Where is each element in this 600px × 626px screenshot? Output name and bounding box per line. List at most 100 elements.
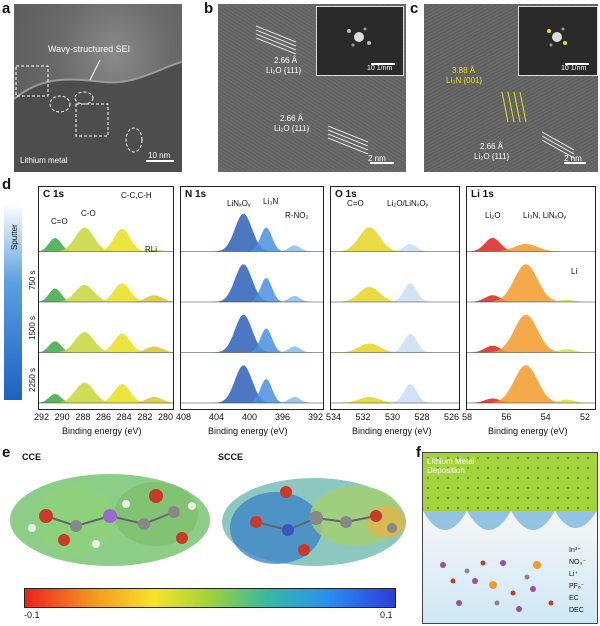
peak-c1s-c-o-double: C=O: [51, 217, 68, 226]
xps-n1s-title: N 1s: [185, 189, 207, 200]
xps-3-row-3-peak-1: [467, 365, 595, 403]
xps-1-row-1-peak-2: [181, 295, 323, 302]
xps-0-row-3-peak-0: [39, 393, 173, 403]
lithium-metal-label: Lithium metal: [20, 156, 68, 165]
xps-3-row-3-peak-2: [467, 399, 595, 403]
fft-c-scale: 10 1/nm: [561, 65, 587, 72]
xps-3-row-0-peak-0: [467, 237, 595, 252]
d-spacing-c1: 3.88 Å: [452, 66, 476, 75]
xps-0-row-1-peak-0: [39, 288, 173, 302]
xps-panel-n1s: N 1s LiNₓOᵧ Li₃N R-NO₂: [180, 186, 324, 410]
peak-o1s-co: C=O: [347, 199, 364, 208]
d-spacing-b1: 2.66 Å: [274, 56, 298, 65]
peak-c1s-c-o: C-O: [81, 209, 96, 218]
peak-c1s-cc: C-C,C-H: [121, 191, 152, 200]
xps-1-tick-2: 400: [242, 412, 258, 422]
xps-3-row-1-peak-1: [467, 264, 595, 302]
xps-0-tick-3: 286: [96, 412, 112, 422]
xps-panel-c1s: C 1s C=O C-O C-C,C-H RLi: [38, 186, 174, 410]
peak-o1s-li2o: Li₂O/LiNₓOᵧ: [387, 199, 429, 208]
xps-0-tick-5: 282: [137, 412, 153, 422]
xps-3-row-2-peak-1: [467, 314, 595, 353]
xps-panel-o1s: O 1s C=O Li₂O/LiNₓOᵧ: [330, 186, 460, 410]
scce-label: SCCE: [218, 452, 244, 462]
xps-1-tick-1: 404: [209, 412, 225, 422]
panel-c-letter: c: [410, 0, 419, 17]
deposition-title: Lithium Metal Deposition: [427, 457, 475, 475]
xps-1-row-2-peak-2: [181, 346, 323, 353]
tem-image-b: 10 1/nm 2.66 Å Li₂O {111} 2.66 Å Li₂O {1…: [218, 4, 406, 172]
colorbar-max: 0.1: [380, 610, 393, 620]
xps-0-row-2-peak-1: [39, 332, 173, 353]
xps-1-row-3-peak-2: [181, 396, 323, 403]
peak-n1s-linxoy: LiNₓOᵧ: [227, 199, 251, 208]
xps-3-row-1-peak-2: [467, 299, 595, 302]
peak-li1s-li: Li: [571, 267, 578, 276]
plane-c2: Li₂O {111}: [474, 152, 510, 161]
scalebar-c-label: 2 nm: [564, 154, 582, 163]
sputter-time-2: 1500 s: [28, 315, 37, 340]
xps-2-row-3-peak-1: [331, 384, 459, 403]
xps-0-tick-2: 288: [75, 412, 91, 422]
xps-0-tick-4: 284: [116, 412, 132, 422]
peak-li1s-li2o: Li₂O: [485, 211, 501, 220]
xps-0-row-0-peak-1: [39, 227, 173, 252]
xps-0-row-2-peak-0: [39, 341, 173, 353]
xps-2-row-0-peak-0: [331, 227, 459, 252]
xps-2-tick-3: 528: [414, 412, 430, 422]
panel-e-letter: e: [2, 444, 11, 461]
xps-2-tick-2: 530: [385, 412, 401, 422]
xps-0-row-1-peak-1: [39, 285, 173, 302]
xps-3-tick-1: 56: [501, 412, 512, 422]
plane-b1: Li₂O {111}: [266, 66, 302, 75]
d-spacing-c2: 2.66 Å: [480, 142, 504, 151]
xps-0-tick-1: 290: [54, 412, 70, 422]
xps-1-tick-4: 392: [308, 412, 324, 422]
panel-b-letter: b: [204, 0, 214, 17]
peak-n1s-li3n: Li₃N: [263, 197, 279, 206]
scalebar-a-label: 10 nm: [148, 151, 171, 160]
xps-2-row-1-peak-0: [331, 286, 459, 302]
cce-label: CCE: [22, 452, 42, 462]
fft-inset-c: 10 1/nm: [518, 6, 598, 76]
xps-3-tick-0: 58: [462, 412, 473, 422]
xps-0-row-3-peak-3: [39, 397, 173, 403]
fft-b-scale: 10 1/nm: [367, 65, 393, 72]
sputter-time-1: 750 s: [28, 270, 37, 290]
legend-ec: EC: [569, 595, 579, 602]
xps-2-row-2-peak-0: [331, 343, 459, 353]
xps-2-tick-1: 532: [355, 412, 371, 422]
species-legend: In³⁺ NO₃⁻ Li⁺ PF₆⁻ EC DEC: [569, 545, 586, 617]
xps-2-tick-0: 534: [326, 412, 342, 422]
xps-0-row-3-peak-1: [39, 382, 173, 403]
xps-2-tick-4: 526: [444, 412, 460, 422]
panel-a-letter: a: [2, 0, 11, 17]
sputter-gradient-bar: [4, 204, 22, 400]
deposition-schematic: Lithium Metal Deposition In³⁺ NO₃⁻ Li⁺ P…: [422, 452, 598, 624]
tem-image-c: 10 1/nm 3.88 Å Li₃N {001} 2.66 Å Li₂O {1…: [424, 4, 598, 172]
xlabel-n1s: Binding energy (eV): [208, 426, 288, 436]
legend-no3: NO₃⁻: [569, 559, 587, 566]
d-spacing-b2: 2.66 Å: [280, 114, 304, 123]
xps-li1s-title: Li 1s: [471, 189, 494, 200]
esp-surface-scce: [222, 478, 406, 566]
xps-2-row-3-peak-0: [331, 396, 459, 403]
xlabel-li1s: Binding energy (eV): [488, 426, 568, 436]
legend-pf6: PF₆⁻: [569, 583, 585, 590]
scalebar-a: [146, 160, 174, 162]
xps-1-row-1-peak-0: [181, 264, 323, 302]
plane-c1: Li₃N {001}: [446, 76, 483, 85]
legend-dec: DEC: [569, 607, 584, 614]
panel-f-letter: f: [416, 444, 421, 461]
xps-o1s-title: O 1s: [335, 189, 357, 200]
xps-1-row-2-peak-0: [181, 314, 323, 353]
tem-image-a: Wavy-structured SEI Lithium metal 10 nm: [14, 4, 182, 172]
xps-1-row-0-peak-2: [181, 245, 323, 252]
fft-inset-b: 10 1/nm: [316, 6, 404, 76]
colorbar-min: -0.1: [24, 610, 40, 620]
xps-c1s-title: C 1s: [43, 189, 65, 200]
xps-2-row-2-peak-1: [331, 333, 459, 353]
xps-2-row-1-peak-1: [331, 283, 459, 302]
plane-b2: Li₂O {111}: [274, 124, 310, 133]
xlabel-c1s: Binding energy (eV): [62, 426, 142, 436]
